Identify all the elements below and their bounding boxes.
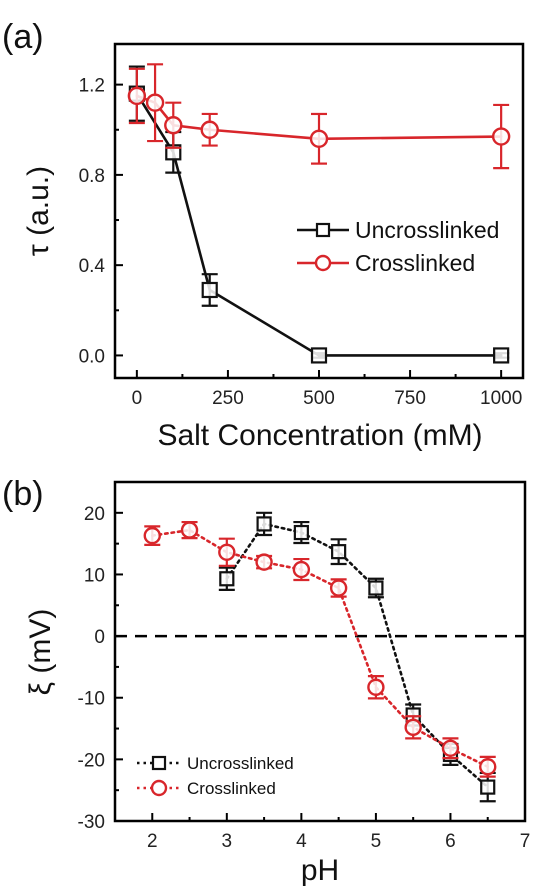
a-legend-label: Uncrosslinked [355, 217, 499, 243]
panel-a-legend: Uncrosslinked Crosslinked [297, 217, 499, 276]
b-x-tick-label: 6 [445, 831, 456, 852]
a-legend-item-uncrosslinked: Uncrosslinked [297, 217, 499, 243]
b-y-tick-label: 0 [94, 627, 105, 648]
a-data-point-crosslinked [145, 93, 165, 112]
a-y-tick-label: 0.8 [79, 166, 105, 187]
b-legend-item-uncrosslinked: Uncrosslinked [137, 754, 294, 773]
b-legend-label: Uncrosslinked [187, 754, 294, 773]
a-x-tick-label: 1000 [480, 388, 522, 409]
panel-a-frame [113, 42, 525, 380]
panel-a-y-axis-title: τ (a.u.) [22, 166, 55, 256]
b-data-point-crosslinked [255, 553, 273, 571]
a-x-tick-label: 0 [132, 388, 143, 409]
a-y-tick-label: 0.0 [79, 346, 105, 367]
b-y-tick-label: -10 [78, 689, 105, 710]
panel-a: (a) 0 250 500 750 1000 0.0 0.4 0.8 1.2 Salt Conc… [2, 18, 525, 452]
b-data-point-crosslinked [218, 543, 236, 561]
a-y-tick-label: 0.4 [79, 256, 106, 277]
a-y-tick-label: 1.2 [79, 76, 105, 97]
b-series-line-crosslinked [150, 528, 490, 769]
b-y-tick-label: 20 [84, 504, 105, 525]
b-legend-item-crosslinked: Crosslinked [137, 779, 276, 798]
a-legend-label: Crosslinked [355, 250, 475, 276]
b-data-point-crosslinked [367, 678, 385, 696]
a-data-point-crosslinked [491, 127, 511, 146]
b-x-tick-label: 2 [147, 831, 158, 852]
b-data-point-uncrosslinked [219, 571, 235, 587]
panel-b: (b) 2 3 4 5 6 7 -30 -20 -10 0 10 20 pH ξ (mV) Uncro… [2, 475, 530, 887]
a-data-point-crosslinked [200, 120, 219, 139]
a-data-point-uncrosslinked [493, 347, 510, 364]
panel-a-x-axis-title: Salt Concentration (mM) [157, 419, 482, 452]
a-legend-item-crosslinked: Crosslinked [297, 250, 475, 276]
b-x-tick-label: 4 [296, 831, 307, 852]
a-x-tick-label: 250 [212, 388, 244, 409]
b-x-tick-label: 3 [222, 831, 233, 852]
b-data-point-crosslinked [180, 521, 199, 539]
a-data-point-crosslinked [164, 116, 183, 135]
panel-b-frame [113, 480, 527, 823]
b-data-point-crosslinked [292, 560, 311, 579]
b-data-point-uncrosslinked [331, 544, 347, 560]
b-data-point-crosslinked [441, 739, 460, 757]
b-data-point-uncrosslinked [480, 779, 496, 795]
b-data-point-crosslinked [404, 718, 422, 737]
b-legend-label: Crosslinked [187, 779, 276, 798]
a-x-tick-label: 500 [303, 388, 335, 409]
b-y-tick-label: -20 [78, 750, 105, 771]
b-data-point-uncrosslinked [256, 516, 272, 532]
panel-a-label: (a) [2, 18, 44, 56]
b-data-point-crosslinked [479, 758, 497, 776]
b-data-point-crosslinked [143, 526, 161, 545]
panel-b-legend: Uncrosslinked Crosslinked [137, 754, 294, 798]
a-x-tick-label: 750 [394, 388, 426, 409]
b-data-point-uncrosslinked [293, 524, 309, 541]
panel-b-x-axis-title: pH [301, 854, 339, 887]
b-x-tick-label: 5 [371, 831, 382, 852]
b-y-tick-label: 10 [84, 565, 105, 586]
a-data-point-uncrosslinked [201, 281, 218, 299]
panel-b-label: (b) [2, 475, 44, 513]
b-y-tick-label: -30 [78, 812, 105, 833]
b-data-point-uncrosslinked [368, 580, 384, 596]
a-data-point-crosslinked [127, 86, 147, 106]
a-data-point-uncrosslinked [310, 347, 328, 364]
a-data-point-crosslinked [309, 129, 329, 148]
panel-b-y-axis-title: ξ (mV) [24, 609, 57, 696]
b-data-point-crosslinked [329, 579, 348, 597]
b-x-tick-label: 7 [520, 831, 531, 852]
